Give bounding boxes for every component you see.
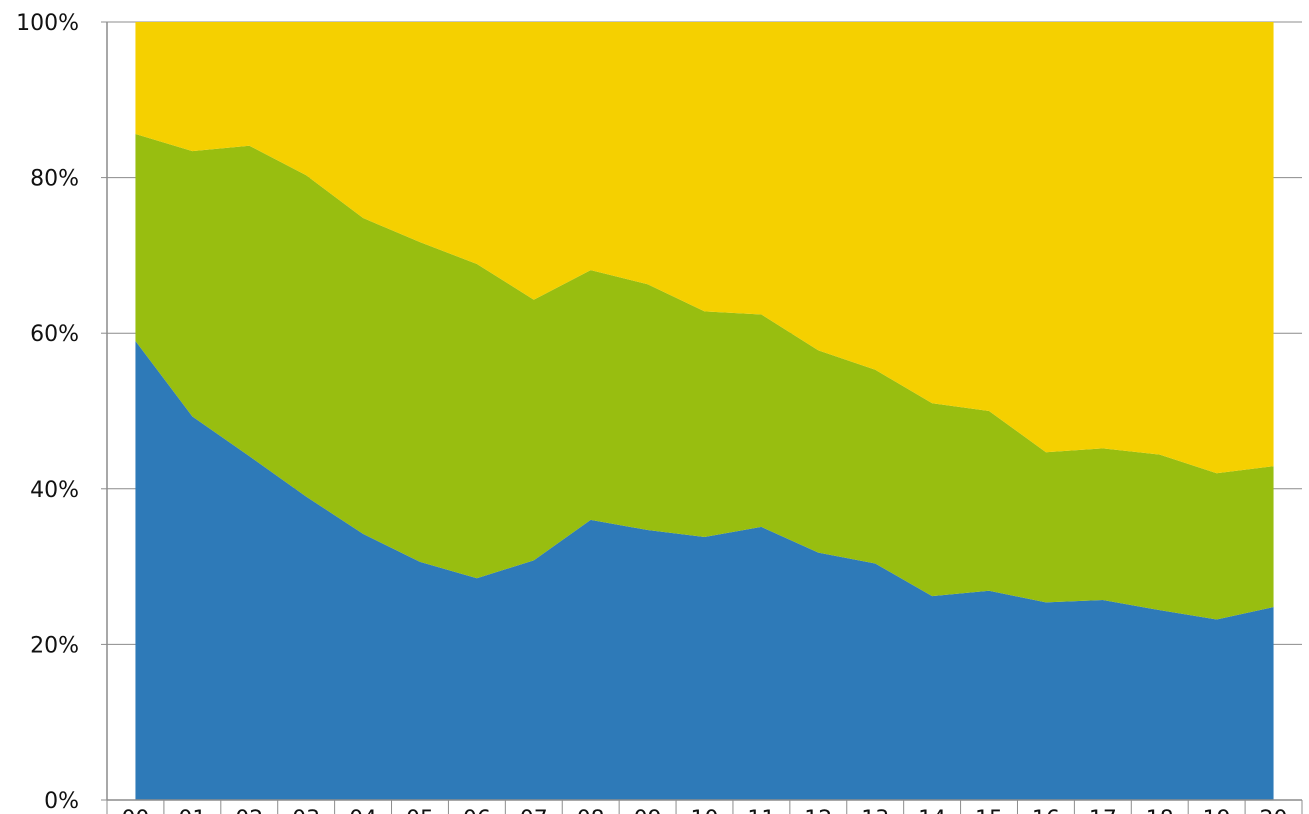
x-tick-label: 07 <box>520 807 548 814</box>
x-axis: 00 01 02 03 04 05 06 07 08 09 10 11 12 13 14 15 16 17 18 19… <box>106 799 1303 814</box>
y-axis: 0% 20% 40% 60% 80% 100% <box>16 11 108 814</box>
y-tick-label: 60% <box>30 322 79 347</box>
x-tick-label: 12 <box>804 807 832 814</box>
y-tick-label: 80% <box>30 167 79 192</box>
x-tick-label: 10 <box>691 807 719 814</box>
area-series-1 <box>135 340 1274 800</box>
x-tick-label: 11 <box>747 807 775 814</box>
x-tick-label: 03 <box>292 807 320 814</box>
area-series-2 <box>135 134 1274 620</box>
y-tick-label: 40% <box>30 478 79 503</box>
area-series-3 <box>135 22 1274 474</box>
plot-areas <box>135 22 1274 800</box>
x-tick-label: 05 <box>406 807 434 814</box>
x-tick-label: 17 <box>1089 807 1117 814</box>
x-tick-label: 01 <box>178 807 206 814</box>
x-tick-label: 13 <box>861 807 889 814</box>
y-tick-label: 0% <box>44 789 79 814</box>
x-tick-label: 19 <box>1203 807 1231 814</box>
x-tick-label: 18 <box>1146 807 1174 814</box>
x-tick-label: 09 <box>634 807 662 814</box>
x-tick-label: 16 <box>1032 807 1060 814</box>
x-tick-label: 15 <box>975 807 1003 814</box>
y-tick-label: 100% <box>16 11 79 36</box>
x-tick-label: 04 <box>349 807 377 814</box>
y-tick-label: 20% <box>30 633 79 658</box>
x-tick-label: 20 <box>1260 807 1288 814</box>
x-tick-label: 14 <box>918 807 946 814</box>
x-tick-label: 02 <box>235 807 263 814</box>
x-tick-label: 06 <box>463 807 491 814</box>
x-tick-label: 08 <box>577 807 605 814</box>
x-tick-label: 00 <box>121 807 149 814</box>
